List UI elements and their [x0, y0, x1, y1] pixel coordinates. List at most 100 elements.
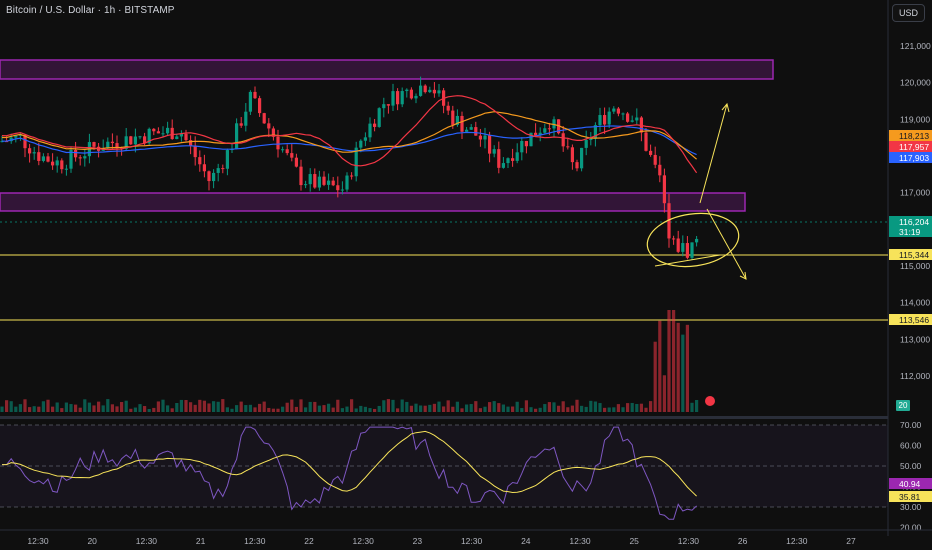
candle-body	[474, 127, 478, 136]
time-axis-tick: 12:30	[461, 536, 483, 546]
volume-bar	[354, 408, 358, 412]
volume-bar	[386, 399, 390, 412]
rsi-axis-tick: 20.00	[900, 523, 922, 533]
candle-body	[543, 128, 547, 133]
volume-bar	[580, 405, 584, 412]
volume-bar	[497, 403, 501, 412]
time-axis-tick: 26	[738, 536, 748, 546]
candle-body	[294, 157, 298, 167]
volume-bar	[202, 400, 206, 412]
volume-bar	[235, 405, 239, 412]
volume-bar	[28, 407, 32, 412]
candle-body	[28, 148, 32, 154]
volume-bar	[455, 401, 459, 412]
candle-body	[37, 152, 41, 161]
rsi-axis-tick: 70.00	[900, 420, 922, 430]
candle-body	[658, 164, 662, 176]
volume-bar	[258, 403, 262, 412]
volume-bar	[483, 406, 487, 412]
candle-body	[488, 135, 492, 154]
pane-separator	[0, 416, 888, 419]
volume-bar	[474, 401, 478, 412]
time-axis-tick: 12:30	[786, 536, 808, 546]
candle-body	[276, 136, 280, 150]
candle-body	[396, 91, 400, 105]
volume-bar	[55, 402, 59, 412]
candle-body	[432, 89, 436, 94]
candle-body	[313, 174, 317, 188]
candle-body	[290, 153, 294, 158]
price-label-text: 117,903	[899, 153, 929, 163]
volume-bar	[271, 408, 275, 412]
candle-body	[386, 104, 390, 106]
price-axis-tick: 115,000	[900, 261, 930, 271]
volume-bar	[322, 405, 326, 412]
volume-bar	[179, 399, 183, 412]
volume-bar	[616, 404, 620, 412]
candle-body	[175, 136, 179, 140]
symbol-title[interactable]: Bitcoin / U.S. Dollar · 1h · BITSTAMP	[6, 5, 175, 16]
candle-body	[593, 125, 597, 139]
candle-body	[41, 156, 45, 161]
candle-body	[428, 89, 432, 93]
candle-body	[239, 123, 243, 126]
price-axis-tick: 120,000	[900, 78, 931, 88]
volume-bar	[281, 406, 285, 412]
time-axis-tick: 21	[196, 536, 206, 546]
time-axis-tick: 12:30	[136, 536, 158, 546]
candle-body	[143, 136, 147, 144]
candle-body	[561, 133, 565, 147]
volume-bar	[626, 403, 630, 412]
candle-body	[32, 152, 36, 154]
candle-body	[336, 185, 340, 191]
candle-body	[589, 138, 593, 141]
candle-body	[423, 85, 427, 93]
annotation-trendline	[654, 254, 721, 267]
price-axis-tick: 112,000	[900, 371, 930, 381]
volume-bar	[373, 408, 377, 412]
projection-down-arrowhead	[739, 271, 747, 280]
candle-body	[55, 160, 59, 166]
volume-bar	[423, 405, 427, 412]
candle-body	[133, 136, 137, 145]
volume-bar	[630, 402, 634, 412]
rsi-label-text: 35.81	[899, 492, 921, 502]
candle-body	[248, 91, 252, 112]
volume-bar	[644, 407, 648, 412]
volume-bar	[120, 402, 124, 412]
volume-bar	[138, 404, 142, 412]
volume-bar	[133, 407, 137, 412]
candle-body	[281, 149, 285, 151]
candle-body	[626, 113, 630, 122]
candle-body	[400, 91, 404, 105]
candle-body	[483, 135, 487, 140]
candle-body	[377, 108, 381, 127]
candle-body	[216, 168, 220, 173]
volume-bar	[46, 399, 50, 412]
volume-bar	[538, 407, 542, 412]
candle-body	[653, 154, 657, 165]
projection-up-arrow	[699, 103, 728, 204]
currency-button[interactable]: USD	[892, 4, 925, 22]
volume-bars	[0, 310, 699, 412]
volume-bar	[359, 405, 363, 412]
candle-body	[529, 132, 533, 147]
candle-body	[570, 147, 574, 163]
volume-bar	[469, 404, 473, 412]
volume-bar	[340, 408, 344, 412]
price-axis-tick: 117,000	[900, 188, 930, 198]
price-label-badge	[889, 152, 932, 163]
candle-body	[354, 147, 358, 177]
candle-body	[649, 150, 653, 155]
candle-body	[350, 175, 354, 177]
candle-body	[161, 133, 165, 135]
ma-fast-line	[1, 95, 698, 174]
time-axis-tick: 24	[521, 536, 531, 546]
price-label-badge	[889, 130, 932, 141]
support-zone	[0, 192, 746, 212]
volume-bar	[285, 402, 289, 412]
candle-body	[409, 89, 413, 99]
volume-bar	[336, 399, 340, 412]
